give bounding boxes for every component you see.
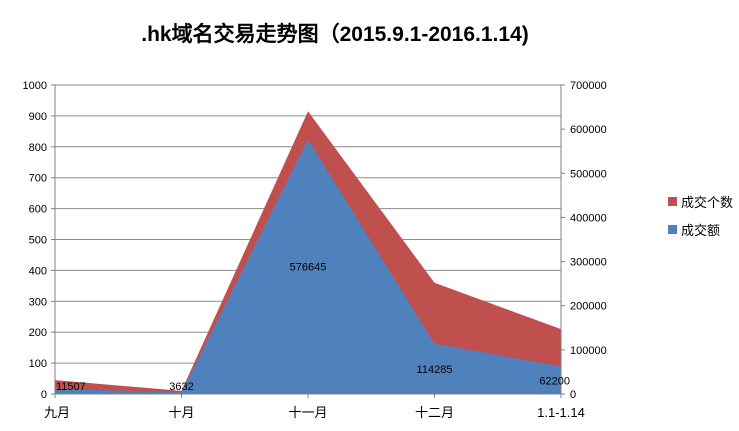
left-axis-tick-label: 900 — [29, 111, 47, 123]
data-label-deal-amount: 114285 — [417, 364, 453, 376]
legend-swatch-deal-amount-icon — [668, 225, 677, 234]
left-axis-tick-label: 200 — [29, 327, 47, 339]
left-axis-tick-label: 0 — [41, 389, 47, 401]
left-axis-tick-label: 100 — [29, 358, 47, 370]
legend-label-deal-amount: 成交额 — [681, 223, 721, 238]
data-label-deal-amount: 62200 — [539, 375, 570, 387]
right-axis-tick-label: 300000 — [570, 257, 607, 269]
x-axis-category-label: 1.1-1.14 — [537, 405, 585, 420]
data-label-deal-amount: 3632 — [169, 381, 193, 393]
left-axis-tick-label: 700 — [29, 173, 47, 185]
legend-item-deal-amount: 成交额 — [668, 220, 733, 239]
left-axis-tick-label: 1000 — [23, 80, 47, 92]
x-axis-category-label: 十二月 — [415, 405, 454, 420]
right-axis-tick-label: 0 — [570, 389, 576, 401]
left-axis-tick-label: 400 — [29, 265, 47, 277]
x-axis-category-label: 十一月 — [288, 405, 327, 420]
right-axis-tick-label: 200000 — [570, 301, 607, 313]
right-axis-tick-label: 100000 — [570, 345, 607, 357]
right-axis-tick-label: 700000 — [570, 80, 607, 92]
right-axis-tick-label: 500000 — [570, 168, 607, 180]
data-label-deal-amount: 576645 — [290, 262, 327, 274]
legend-label-deal-count: 成交个数 — [681, 195, 734, 210]
right-axis-tick-label: 600000 — [570, 124, 607, 136]
right-axis-tick-label: 400000 — [570, 212, 607, 224]
x-axis-category-label: 十月 — [168, 405, 194, 420]
legend: 成交个数 成交额 — [668, 192, 733, 239]
left-axis-tick-label: 500 — [29, 235, 47, 247]
chart-title: .hk域名交易走势图（2015.9.1-2016.1.14) — [141, 23, 529, 46]
left-axis-tick-label: 300 — [29, 296, 47, 308]
left-axis-tick-label: 800 — [29, 142, 47, 154]
left-axis-tick-label: 600 — [29, 204, 47, 216]
legend-item-deal-count: 成交个数 — [668, 192, 733, 211]
series-area-deal-amount — [55, 139, 561, 394]
legend-swatch-deal-count-icon — [668, 197, 677, 206]
data-label-deal-amount: 11507 — [56, 381, 86, 393]
x-axis-category-label: 九月 — [44, 405, 70, 420]
